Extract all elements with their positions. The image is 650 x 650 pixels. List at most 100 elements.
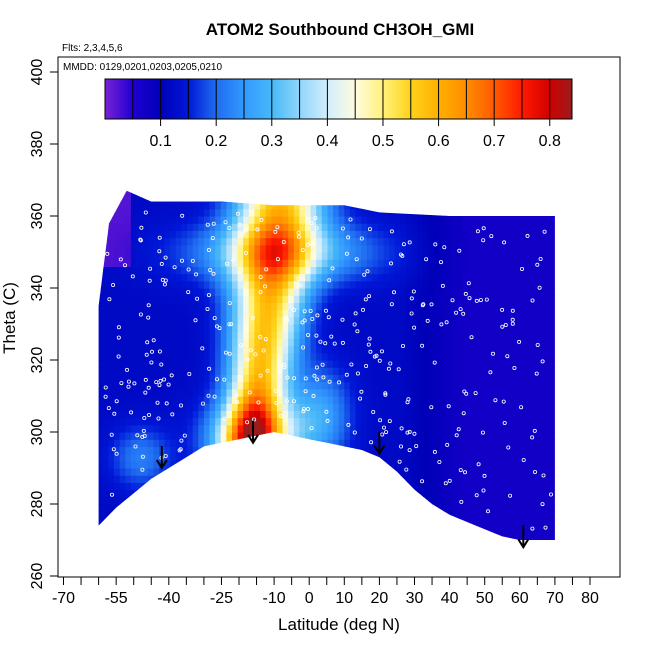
field-cell — [226, 482, 233, 491]
sample-point — [146, 412, 151, 417]
field-cell — [558, 374, 564, 382]
field-cell — [164, 540, 171, 541]
field-cell — [220, 288, 227, 296]
field-cell — [276, 252, 284, 260]
field-cell — [175, 309, 182, 318]
field-cell — [119, 532, 126, 541]
field-cell — [215, 302, 222, 311]
field-cell — [518, 496, 525, 505]
field-cell — [232, 432, 239, 440]
field-cell — [98, 288, 104, 296]
field-cell — [288, 525, 295, 534]
field-cell — [265, 532, 272, 541]
sample-point — [340, 317, 345, 322]
field-cell — [92, 439, 98, 447]
field-cell — [467, 468, 475, 476]
colorbar-tick-label: 0.3 — [261, 133, 283, 150]
field-cell — [203, 252, 211, 260]
field-cell — [209, 345, 216, 354]
field-cell — [422, 345, 430, 354]
field-cell — [366, 410, 373, 419]
field-cell — [102, 352, 109, 361]
field-cell — [232, 352, 239, 361]
field-cell — [411, 367, 418, 375]
field-cell — [254, 374, 261, 383]
field-cell — [372, 381, 379, 390]
field-cell — [316, 230, 323, 239]
field-cell — [232, 324, 239, 332]
field-cell — [333, 525, 340, 534]
field-cell — [153, 504, 160, 512]
field-cell — [349, 388, 357, 397]
field-cell — [98, 403, 104, 411]
field-cell — [445, 532, 452, 541]
field-cell — [479, 331, 486, 339]
field-cell — [92, 302, 98, 310]
field-cell — [192, 460, 199, 469]
field-cell — [490, 381, 497, 390]
field-cell — [209, 439, 216, 447]
field-cell — [406, 223, 413, 231]
field-cell — [344, 374, 351, 383]
field-cell — [417, 453, 424, 462]
field-cell — [479, 367, 486, 375]
field-cell — [361, 532, 368, 541]
field-cell — [417, 360, 424, 368]
field-cell — [310, 468, 317, 476]
sample-point — [172, 265, 177, 270]
field-cell — [181, 475, 188, 483]
field-cell — [282, 244, 289, 253]
field-cell — [434, 367, 441, 375]
field-cell — [271, 396, 278, 404]
field-cell — [147, 496, 154, 505]
field-cell — [546, 252, 553, 260]
field-cell — [361, 388, 368, 397]
field-cell — [175, 324, 182, 332]
field-cell — [540, 381, 548, 390]
field-cell — [187, 432, 194, 440]
sample-point — [380, 432, 385, 437]
field-cell — [372, 338, 379, 347]
field-cell — [546, 273, 553, 282]
sample-point — [142, 433, 147, 438]
field-cell — [164, 216, 171, 224]
field-cell — [355, 432, 362, 440]
field-cell — [512, 223, 519, 231]
field-cell — [467, 475, 475, 483]
field-cell — [153, 518, 160, 527]
field-cell — [130, 453, 138, 462]
field-cell — [108, 547, 114, 555]
field-cell — [422, 446, 430, 455]
sample-point — [308, 308, 313, 313]
field-cell — [495, 190, 503, 195]
field-cell — [400, 194, 407, 203]
field-cell — [260, 381, 267, 390]
x-tick-label: 0 — [305, 590, 314, 607]
field-cell — [546, 302, 553, 311]
field-cell — [232, 266, 239, 275]
field-cell — [361, 288, 368, 296]
field-cell — [389, 511, 396, 519]
sample-point — [458, 307, 463, 312]
field-cell — [512, 190, 519, 195]
field-cell — [507, 453, 514, 462]
field-cell — [232, 381, 239, 390]
field-cell — [467, 511, 475, 519]
field-cell — [192, 410, 199, 419]
field-cell — [209, 331, 216, 339]
field-cell — [164, 223, 171, 231]
field-cell — [417, 410, 424, 419]
field-cell — [237, 252, 244, 260]
field-cell — [383, 540, 390, 541]
sample-point — [158, 378, 163, 383]
field-cell — [417, 230, 424, 239]
field-cell — [282, 532, 289, 541]
field-cell — [495, 230, 503, 239]
field-cell — [546, 403, 553, 411]
field-cell — [546, 223, 553, 231]
field-cell — [552, 511, 555, 519]
field-cell — [338, 252, 345, 260]
field-cell — [518, 396, 525, 404]
field-cell — [383, 360, 390, 368]
field-cell — [546, 446, 553, 455]
